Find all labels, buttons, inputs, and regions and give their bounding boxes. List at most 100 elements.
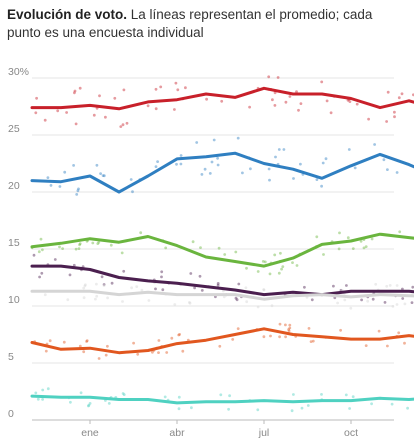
poll-dots xyxy=(30,75,414,413)
poll-dot xyxy=(43,293,47,297)
poll-dot xyxy=(68,273,72,277)
poll-dot xyxy=(208,172,212,175)
poll-dot xyxy=(307,327,311,330)
series-line xyxy=(30,151,414,194)
poll-dot xyxy=(351,395,355,399)
poll-dot xyxy=(106,344,109,348)
poll-dot xyxy=(49,184,53,187)
poll-dot xyxy=(395,284,399,287)
poll-dot xyxy=(154,107,158,111)
poll-dot xyxy=(43,118,47,122)
poll-dot xyxy=(343,298,347,302)
poll-dot xyxy=(58,245,61,249)
poll-dot xyxy=(53,258,57,261)
poll-dot xyxy=(160,275,163,279)
poll-dot xyxy=(292,393,295,396)
poll-dot xyxy=(151,350,154,354)
poll-dot xyxy=(176,88,180,92)
poll-dot xyxy=(401,297,405,300)
poll-dot xyxy=(98,94,101,98)
series-line xyxy=(30,394,414,405)
poll-dot xyxy=(32,253,36,257)
poll-dot xyxy=(74,247,78,251)
poll-dot xyxy=(221,289,225,293)
poll-dot xyxy=(223,253,227,256)
poll-dot xyxy=(386,90,390,94)
poll-dot xyxy=(395,303,399,306)
poll-dot xyxy=(82,350,86,354)
poll-dot xyxy=(160,270,164,274)
poll-dot xyxy=(66,298,70,302)
x-tick-label: ene xyxy=(81,427,99,439)
poll-dot xyxy=(157,351,160,354)
poll-dot xyxy=(348,100,352,103)
poll-dot xyxy=(218,344,222,348)
poll-dot xyxy=(41,398,44,401)
poll-dot xyxy=(82,286,86,290)
poll-dot xyxy=(102,174,106,178)
poll-dot xyxy=(359,239,363,243)
poll-dot xyxy=(131,190,134,194)
poll-dot xyxy=(63,170,67,174)
poll-dot xyxy=(129,178,133,181)
poll-dot xyxy=(189,272,193,275)
poll-dot xyxy=(277,271,281,275)
y-tick-label: 30% xyxy=(8,66,29,78)
poll-dot xyxy=(241,171,244,175)
poll-dot xyxy=(159,85,163,89)
poll-dot xyxy=(360,298,363,302)
poll-dot xyxy=(231,338,235,341)
poll-dot xyxy=(256,305,260,309)
poll-dot xyxy=(44,349,48,353)
series-line xyxy=(30,232,414,268)
poll-dot xyxy=(136,352,140,356)
poll-dot xyxy=(61,247,64,251)
poll-dot xyxy=(39,237,43,241)
poll-dot xyxy=(177,407,181,411)
poll-dot xyxy=(324,157,328,161)
poll-dot xyxy=(292,177,295,180)
poll-dot xyxy=(110,281,114,285)
chart-title: Evolución de voto. La líneas representan… xyxy=(7,6,407,42)
poll-dot xyxy=(73,91,76,95)
poll-dot xyxy=(236,136,240,140)
poll-dot xyxy=(325,99,329,103)
poll-dot xyxy=(72,164,75,167)
poll-dot xyxy=(249,167,252,171)
poll-dot xyxy=(288,323,292,327)
poll-dot xyxy=(216,282,220,285)
poll-dot xyxy=(385,120,388,123)
poll-dot xyxy=(198,274,202,278)
poll-dot xyxy=(58,185,62,188)
poll-dot xyxy=(78,243,81,247)
poll-dot xyxy=(104,115,107,119)
poll-dot xyxy=(216,156,220,160)
y-tick-label: 25 xyxy=(8,123,20,135)
poll-dot xyxy=(300,406,304,410)
poll-dot xyxy=(210,160,214,164)
poll-dot xyxy=(278,322,282,326)
poll-dot xyxy=(41,248,44,252)
poll-dot xyxy=(121,392,125,395)
poll-dot xyxy=(388,284,392,287)
poll-dot xyxy=(34,111,38,115)
poll-dot xyxy=(262,335,266,339)
poll-dot xyxy=(69,400,72,404)
poll-dot xyxy=(268,178,271,182)
poll-dot xyxy=(72,263,76,267)
poll-dot xyxy=(391,305,395,308)
poll-dot xyxy=(91,241,95,245)
poll-dot xyxy=(291,261,294,264)
poll-dot xyxy=(121,123,125,127)
poll-dot xyxy=(177,333,181,337)
poll-dot xyxy=(370,402,373,406)
poll-dot xyxy=(65,111,68,114)
poll-dot xyxy=(77,187,80,191)
poll-dot xyxy=(385,284,389,288)
poll-dot xyxy=(370,237,374,241)
poll-dot xyxy=(34,391,38,395)
poll-dot xyxy=(281,265,285,268)
poll-dot xyxy=(97,240,101,244)
poll-dot xyxy=(78,344,82,348)
y-tick-label: 0 xyxy=(8,408,14,420)
